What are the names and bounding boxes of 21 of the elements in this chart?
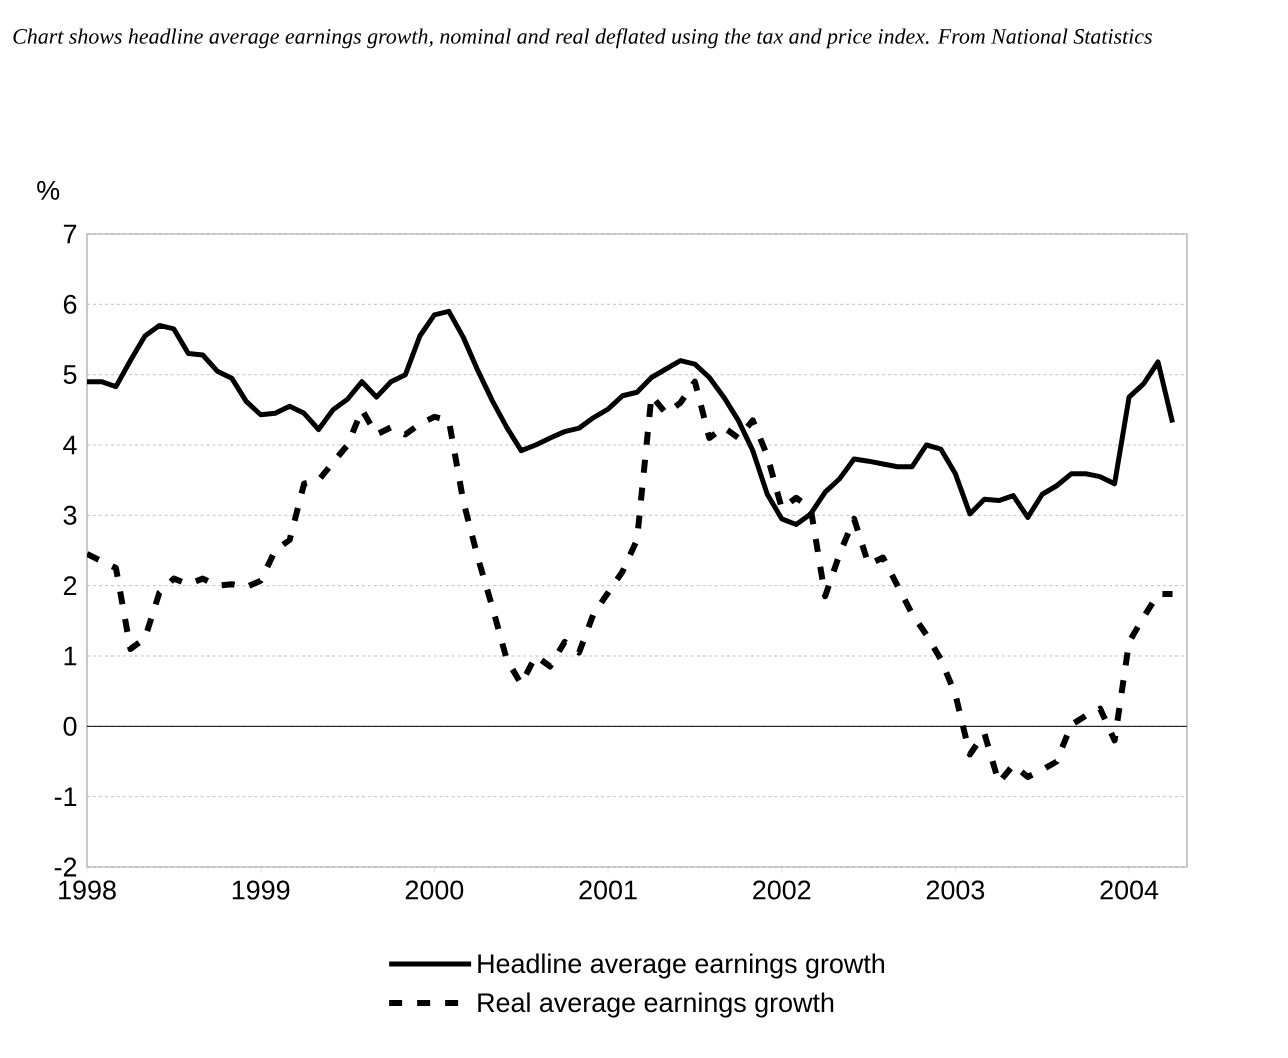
x-tick-label: 1998 bbox=[59, 880, 116, 900]
y-tick-label: -2 bbox=[54, 857, 77, 877]
x-tick-label: 2003 bbox=[926, 880, 985, 900]
y-tick-label: 4 bbox=[63, 435, 77, 455]
y-tick-label: -1 bbox=[54, 787, 77, 806]
y-tick-label: 3 bbox=[63, 505, 77, 525]
x-tick-label: 1999 bbox=[232, 880, 290, 900]
y-tick-label: 2 bbox=[63, 576, 77, 596]
x-tick-label: 2001 bbox=[579, 880, 637, 900]
x-tick-label: 2002 bbox=[753, 880, 811, 900]
y-tick-label: 1 bbox=[64, 646, 77, 666]
y-tick-label: 6 bbox=[63, 294, 77, 314]
legend-label: Headline average earnings growth bbox=[478, 953, 885, 979]
legend-label: Real average earnings growth bbox=[478, 992, 834, 1018]
y-tick-label: 0 bbox=[63, 716, 77, 736]
chart-title: Chart shows headline average earnings growth, nominal and real deflated using the tax and price index. From National Statistics bbox=[13, 28, 1152, 49]
x-tick-label: 2004 bbox=[1100, 880, 1159, 900]
y-axis-title: % bbox=[37, 180, 60, 200]
y-tick-label: 7 bbox=[63, 224, 77, 244]
x-tick-label: 2000 bbox=[405, 880, 464, 900]
y-tick-label: 5 bbox=[63, 365, 77, 385]
